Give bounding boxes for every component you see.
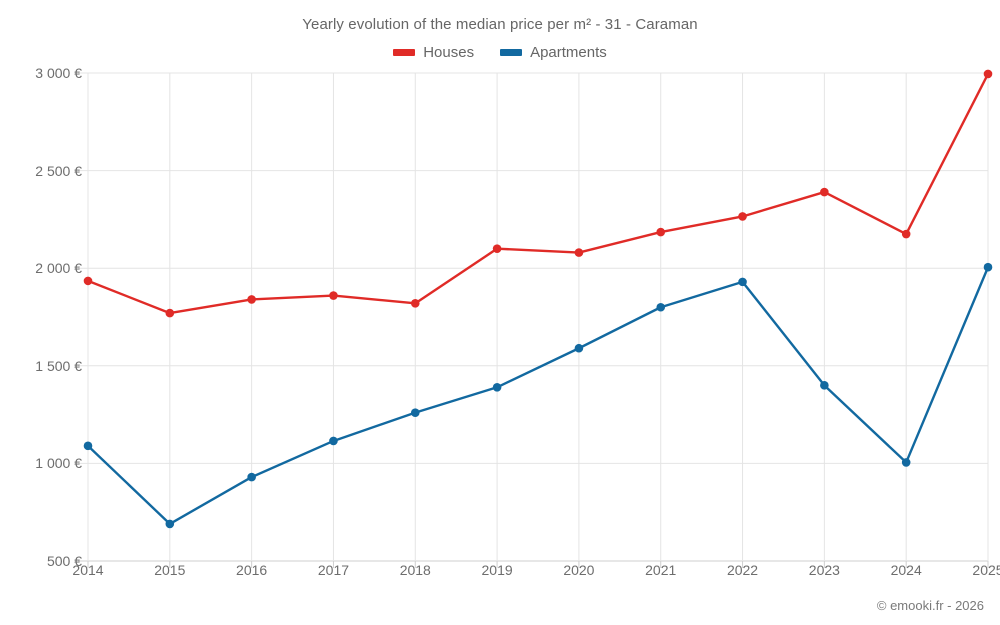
legend-label-apartments: Apartments bbox=[530, 44, 607, 61]
chart-title: Yearly evolution of the median price per… bbox=[302, 16, 698, 33]
y-axis-tick-label: 3 000 € bbox=[35, 65, 82, 81]
data-point-houses[interactable] bbox=[656, 227, 666, 237]
data-point-houses[interactable] bbox=[574, 248, 584, 257]
y-axis-tick-label: 1 000 € bbox=[35, 455, 82, 472]
x-axis-tick-label: 2017 bbox=[317, 562, 350, 578]
footer-credit: © emooki.fr - 2026 bbox=[876, 598, 984, 613]
x-axis-tick-label: 2022 bbox=[726, 562, 759, 578]
legend-swatch-houses-icon bbox=[393, 49, 416, 56]
data-point-apartments[interactable] bbox=[247, 472, 256, 482]
y-axis-tick-label: 2 000 € bbox=[35, 260, 82, 277]
data-point-apartments[interactable] bbox=[820, 381, 829, 390]
data-point-houses[interactable] bbox=[492, 244, 502, 253]
data-point-houses[interactable] bbox=[738, 212, 747, 221]
legend-label-houses: Houses bbox=[423, 44, 475, 61]
data-point-houses[interactable] bbox=[83, 276, 93, 286]
data-point-houses[interactable] bbox=[329, 291, 338, 300]
data-point-houses[interactable] bbox=[165, 308, 175, 318]
series-line-apartments bbox=[86, 266, 990, 526]
data-point-houses[interactable] bbox=[983, 69, 993, 79]
y-axis-tick-label: 1 500 € bbox=[35, 357, 82, 374]
data-point-apartments[interactable] bbox=[410, 408, 420, 417]
chart-legend: Houses Apartments bbox=[0, 44, 1000, 61]
y-axis-tick-label: 2 500 € bbox=[35, 162, 82, 179]
x-axis-tick-label: 2014 bbox=[72, 562, 104, 578]
x-axis-tick-label: 2021 bbox=[645, 562, 677, 578]
data-point-apartments[interactable] bbox=[329, 436, 338, 446]
data-point-apartments[interactable] bbox=[901, 458, 911, 467]
x-axis-tick-label: 2019 bbox=[481, 562, 513, 578]
legend-swatch-apartments-icon bbox=[500, 49, 523, 56]
data-point-apartments[interactable] bbox=[165, 519, 175, 529]
series-line-houses bbox=[86, 72, 990, 315]
x-axis-tick-label: 2023 bbox=[808, 562, 840, 578]
data-point-apartments[interactable] bbox=[983, 262, 993, 272]
data-point-apartments[interactable] bbox=[83, 441, 93, 451]
x-axis-tick-label: 2025 bbox=[972, 562, 1000, 578]
x-axis-tick-label: 2016 bbox=[236, 562, 268, 578]
x-axis-tick-label: 2024 bbox=[890, 562, 922, 578]
legend-item-houses[interactable]: Houses bbox=[393, 44, 474, 61]
data-point-houses[interactable] bbox=[901, 229, 911, 239]
data-point-houses[interactable] bbox=[820, 187, 829, 197]
x-axis-tick-label: 2020 bbox=[563, 562, 595, 578]
y-axis-tick-label: 500 € bbox=[46, 553, 82, 569]
x-axis-tick-label: 2018 bbox=[399, 562, 431, 578]
data-point-houses[interactable] bbox=[410, 299, 420, 308]
data-point-houses[interactable] bbox=[247, 295, 256, 304]
data-point-apartments[interactable] bbox=[574, 343, 584, 353]
data-point-apartments[interactable] bbox=[656, 302, 666, 312]
data-point-apartments[interactable] bbox=[492, 382, 502, 392]
data-point-apartments[interactable] bbox=[738, 277, 747, 287]
legend-item-apartments[interactable]: Apartments bbox=[500, 44, 607, 61]
x-axis-tick-label: 2015 bbox=[154, 562, 186, 578]
